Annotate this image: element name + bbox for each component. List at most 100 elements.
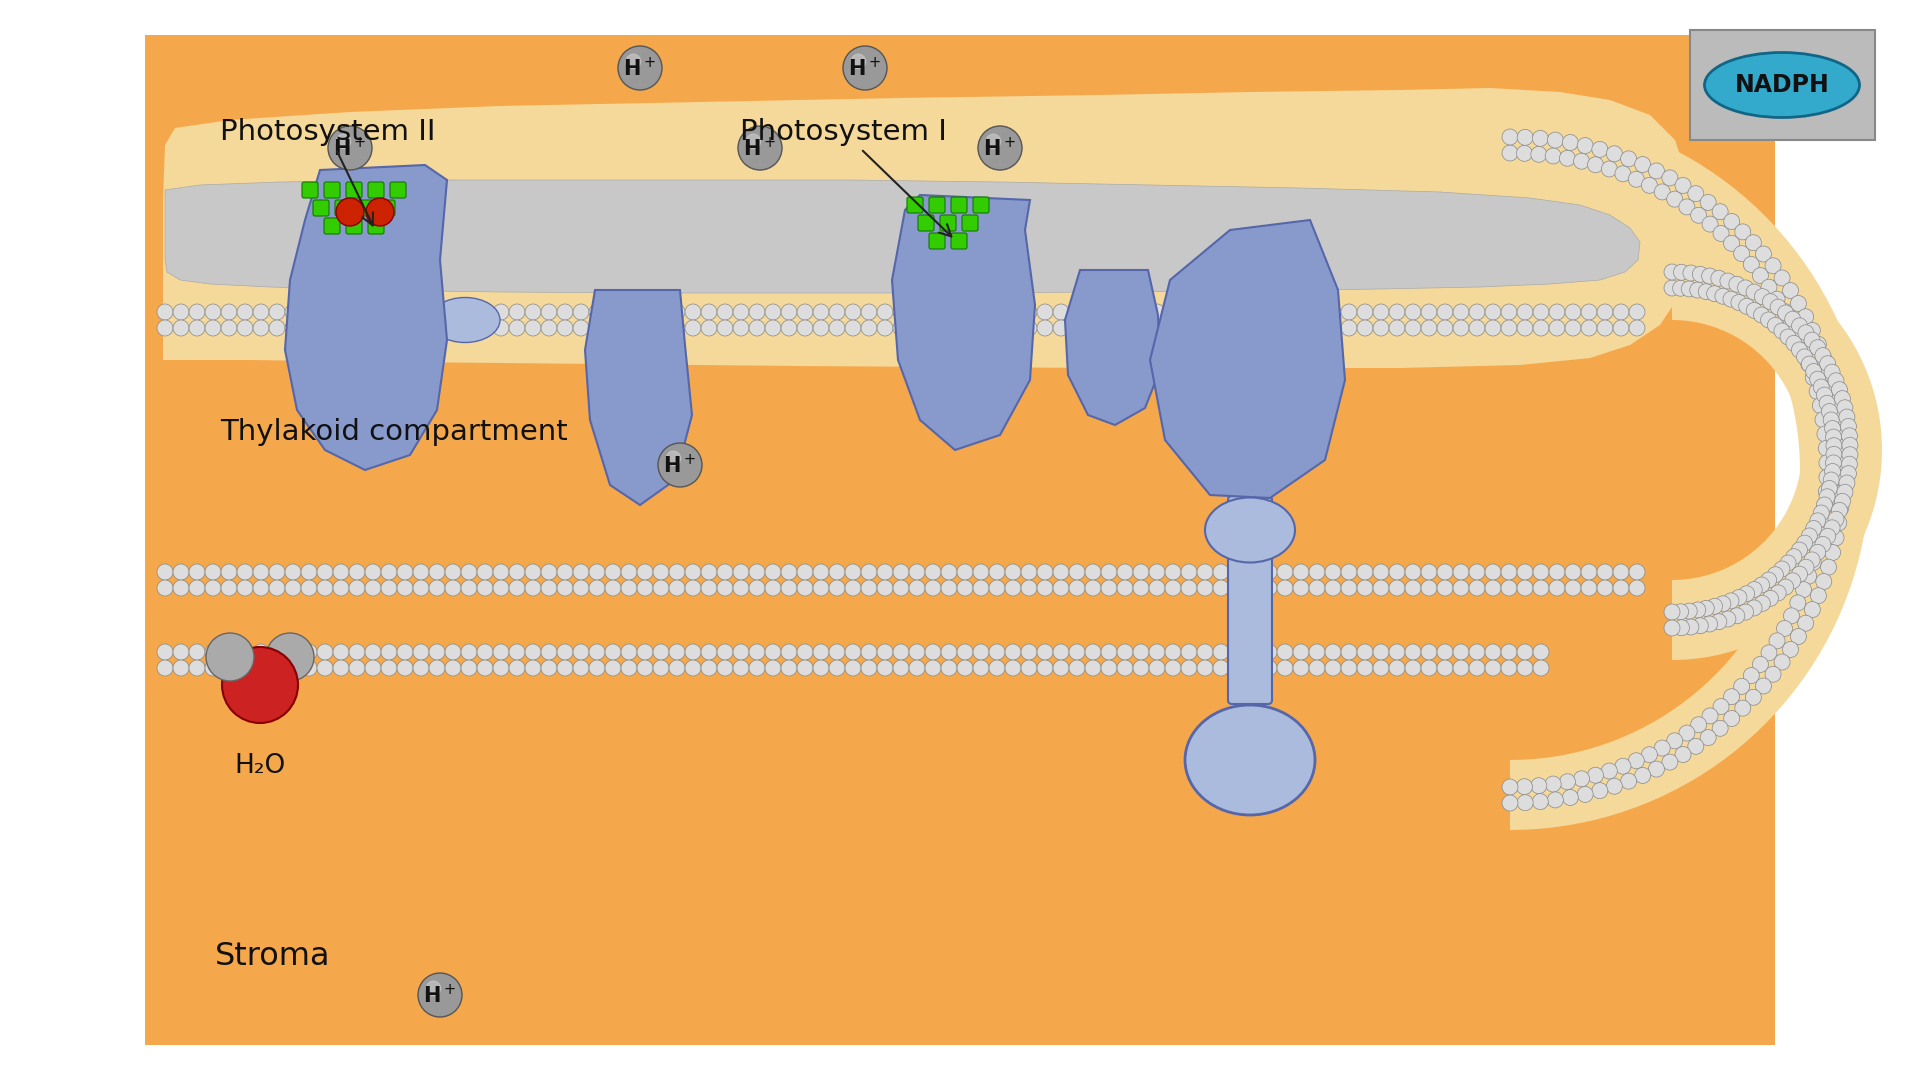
- Circle shape: [1117, 320, 1133, 336]
- Circle shape: [1165, 644, 1181, 660]
- Text: Photosystem I: Photosystem I: [739, 118, 950, 237]
- Circle shape: [845, 320, 860, 336]
- FancyBboxPatch shape: [313, 200, 328, 216]
- Circle shape: [797, 303, 812, 320]
- Polygon shape: [1150, 220, 1346, 498]
- Circle shape: [365, 580, 380, 596]
- Circle shape: [269, 564, 284, 580]
- Circle shape: [1728, 608, 1745, 624]
- Circle shape: [336, 198, 365, 226]
- Circle shape: [1834, 440, 1851, 456]
- Circle shape: [1004, 320, 1021, 336]
- Circle shape: [1812, 505, 1830, 521]
- Text: H$^+$: H$^+$: [424, 984, 457, 1007]
- Circle shape: [747, 134, 760, 149]
- FancyBboxPatch shape: [918, 215, 933, 231]
- Circle shape: [1797, 325, 1814, 341]
- Circle shape: [221, 303, 236, 320]
- Circle shape: [1532, 131, 1548, 147]
- Circle shape: [685, 580, 701, 596]
- Circle shape: [1388, 580, 1405, 596]
- Circle shape: [1791, 342, 1807, 357]
- Circle shape: [1615, 166, 1630, 181]
- Circle shape: [1745, 234, 1761, 251]
- Circle shape: [701, 660, 716, 676]
- Circle shape: [1801, 528, 1818, 544]
- Circle shape: [1484, 320, 1501, 336]
- Circle shape: [221, 320, 236, 336]
- Circle shape: [1642, 746, 1657, 762]
- Circle shape: [1277, 644, 1292, 660]
- Circle shape: [301, 320, 317, 336]
- Circle shape: [845, 564, 860, 580]
- Circle shape: [1770, 585, 1786, 600]
- Circle shape: [1565, 580, 1580, 596]
- Circle shape: [205, 320, 221, 336]
- Circle shape: [925, 660, 941, 676]
- FancyBboxPatch shape: [950, 233, 968, 249]
- Circle shape: [1405, 644, 1421, 660]
- Circle shape: [1340, 644, 1357, 660]
- Circle shape: [1665, 620, 1680, 636]
- Circle shape: [1373, 660, 1388, 676]
- Circle shape: [860, 660, 877, 676]
- Circle shape: [223, 647, 298, 723]
- Circle shape: [1261, 320, 1277, 336]
- Circle shape: [1501, 644, 1517, 660]
- Circle shape: [1373, 303, 1388, 320]
- Circle shape: [461, 644, 476, 660]
- FancyBboxPatch shape: [146, 35, 1774, 1045]
- Circle shape: [541, 660, 557, 676]
- Circle shape: [336, 134, 351, 149]
- Circle shape: [1649, 163, 1665, 179]
- Circle shape: [1405, 564, 1421, 580]
- Polygon shape: [284, 165, 447, 470]
- Circle shape: [1069, 303, 1085, 320]
- Circle shape: [908, 580, 925, 596]
- FancyBboxPatch shape: [962, 215, 977, 231]
- Circle shape: [1069, 644, 1085, 660]
- Circle shape: [1309, 580, 1325, 596]
- Circle shape: [1244, 564, 1261, 580]
- Circle shape: [188, 303, 205, 320]
- Circle shape: [1453, 303, 1469, 320]
- Circle shape: [653, 303, 668, 320]
- Circle shape: [797, 644, 812, 660]
- Circle shape: [1786, 335, 1801, 351]
- Circle shape: [1805, 552, 1820, 568]
- Circle shape: [1824, 411, 1839, 428]
- Circle shape: [877, 580, 893, 596]
- Circle shape: [1085, 303, 1100, 320]
- Circle shape: [1597, 320, 1613, 336]
- Circle shape: [941, 580, 956, 596]
- Circle shape: [1613, 564, 1628, 580]
- Circle shape: [666, 451, 682, 465]
- Text: H$^+$: H$^+$: [849, 56, 881, 80]
- Circle shape: [1069, 564, 1085, 580]
- Circle shape: [1181, 303, 1196, 320]
- Circle shape: [1357, 564, 1373, 580]
- Circle shape: [941, 320, 956, 336]
- Circle shape: [589, 564, 605, 580]
- Circle shape: [845, 303, 860, 320]
- Circle shape: [989, 320, 1004, 336]
- Circle shape: [653, 564, 668, 580]
- Circle shape: [1277, 580, 1292, 596]
- Circle shape: [1663, 754, 1678, 770]
- Circle shape: [317, 580, 332, 596]
- Circle shape: [1801, 568, 1816, 584]
- Circle shape: [349, 580, 365, 596]
- Circle shape: [284, 320, 301, 336]
- Circle shape: [860, 320, 877, 336]
- Circle shape: [1052, 303, 1069, 320]
- Circle shape: [572, 660, 589, 676]
- Circle shape: [1811, 340, 1826, 355]
- Circle shape: [1834, 500, 1849, 516]
- Circle shape: [893, 564, 908, 580]
- Circle shape: [620, 320, 637, 336]
- Circle shape: [1699, 284, 1715, 299]
- Circle shape: [1678, 199, 1695, 215]
- Circle shape: [428, 320, 445, 336]
- Circle shape: [332, 564, 349, 580]
- Circle shape: [1165, 320, 1181, 336]
